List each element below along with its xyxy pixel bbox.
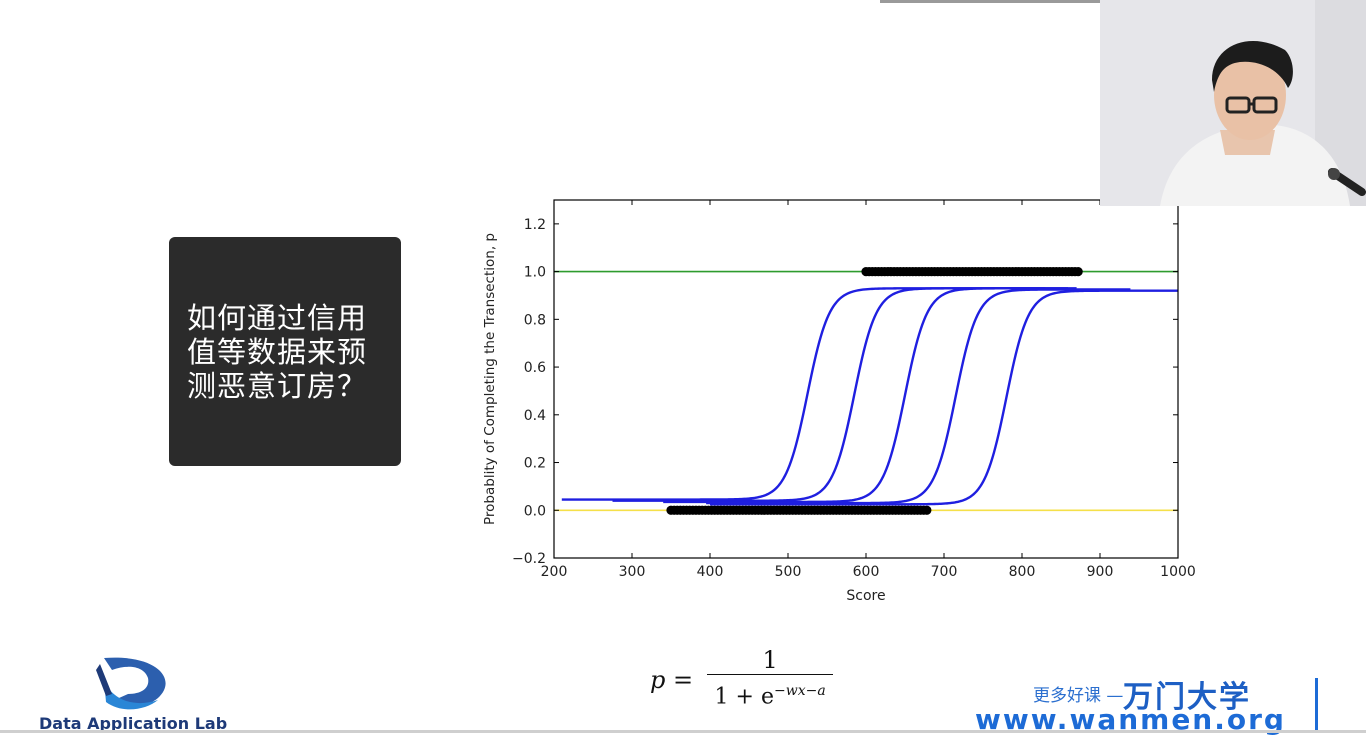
y-tick-label: 0.4 [524,408,546,424]
logistic-formula: p = 1 1 + e−wx−a [650,645,834,715]
sigmoid-curve-2 [663,287,1077,504]
y-tick-label: 0.2 [524,456,546,472]
y-tick-label: 0.8 [524,312,546,328]
x-axis-label: Score [846,588,885,604]
formula-numerator: 1 [762,646,778,675]
x-tick-label: 600 [853,564,880,580]
sigmoid-curve-4 [710,289,1178,506]
x-tick-label: 800 [1009,564,1036,580]
sigmoid-curve-1 [612,287,1069,502]
x-tick-label: 900 [1087,564,1114,580]
title-card: 如何通过信用值等数据来预测恶意订房？ [169,237,401,466]
y-tick-label: −0.2 [512,551,546,567]
y-tick-label: 1.2 [524,217,546,233]
chart-svg: 200 300 400 500 600 700 800 900 1000 −0.2 0.0 0.2 0.… [482,199,1196,604]
x-tick-label: 500 [775,564,802,580]
data-point-0 [1073,267,1083,277]
x-tick-label: 200 [541,564,568,580]
fraction-bar [707,674,834,676]
x-tick-label: 300 [619,564,646,580]
presenter-video [1100,0,1366,206]
brand-name: 万门大学 [1123,680,1251,715]
x-tick-label: 400 [697,564,724,580]
formula-exponent: −wx−a [773,683,826,700]
wanmen-branding: 更多好课 — 万门大学 www.wanmen.org [975,672,1320,736]
brand-divider [1315,678,1318,730]
sigmoid-curve-3 [706,288,1131,505]
y-axis-label: Probablity of Completing the Transection… [482,233,498,525]
sigmoid-curve-0 [561,287,1046,501]
y-tick-label: 1.0 [524,265,546,281]
lab-name: Data Application Lab [39,714,228,733]
formula-denominator: 1 + e−wx−a [715,675,826,713]
tagline: 更多好课 — [1033,686,1124,706]
formula-denominator-base: 1 + e [714,684,774,710]
data-application-lab-logo [96,657,166,710]
y-tick-label: 0.0 [524,503,546,519]
top-bar [880,0,1170,3]
x-tick-label: 700 [931,564,958,580]
webcam-overlay [1100,0,1366,206]
x-tick-label: 1000 [1160,564,1196,580]
slide-title: 如何通过信用值等数据来预测恶意订房？ [187,300,368,403]
bottom-border [0,730,1366,733]
y-tick-label: 0.6 [524,360,546,376]
sigmoid-chart: 200 300 400 500 600 700 800 900 1000 −0.2 0.0 0.2 0.… [470,190,1210,610]
formula-lhs: p = [650,666,694,694]
formula-fraction: 1 1 + e−wx−a [707,646,834,713]
data-point-1 [922,505,932,515]
